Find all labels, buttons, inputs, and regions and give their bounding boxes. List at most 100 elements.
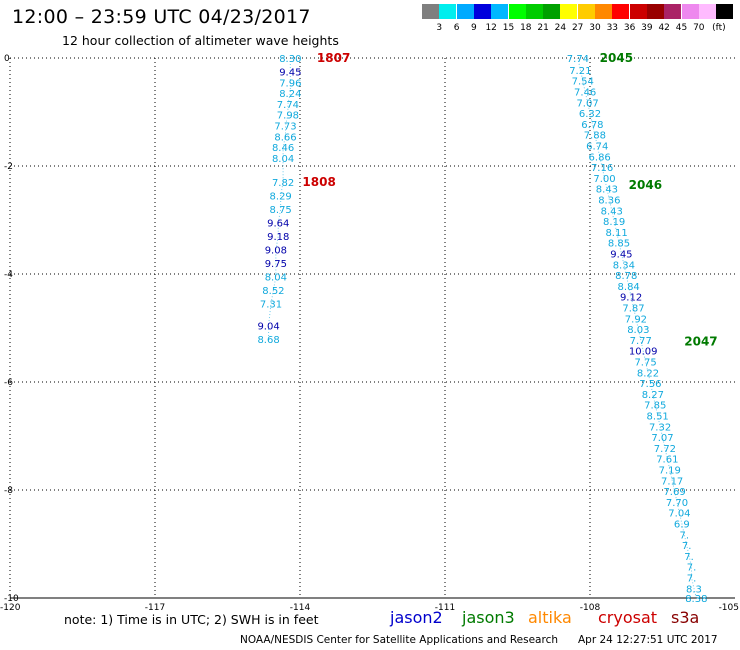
color-swatch [595, 4, 612, 19]
data-label-swh: 7.07 [651, 433, 673, 444]
y-tick-label: -2 [4, 162, 13, 172]
data-label-swh: 8.11 [605, 228, 627, 239]
color-swatch [612, 4, 630, 19]
data-label-swh: 9.64 [267, 219, 289, 230]
data-label-swh: 7.87 [622, 303, 644, 314]
data-label-swh: 7.61 [656, 455, 678, 466]
data-label-swh: 8.36 [598, 195, 620, 206]
color-swatch [456, 4, 474, 19]
color-swatch [577, 4, 595, 19]
data-label-swh: 8.34 [613, 260, 635, 271]
data-label-swh: 7. [687, 573, 697, 584]
color-scale-label: 27 [571, 23, 584, 33]
data-label-swh: 6.74 [586, 141, 608, 152]
data-label-swh: 6.78 [581, 120, 603, 131]
color-swatch [473, 4, 491, 19]
color-swatch [629, 4, 647, 19]
y-tick-label: 0 [4, 54, 10, 64]
data-label-swh: 7.74 [567, 54, 589, 65]
color-scale-label: 9 [471, 23, 477, 33]
data-label-swh: 8.46 [272, 143, 294, 154]
color-swatch [508, 4, 526, 19]
y-tick-label: -6 [4, 378, 13, 388]
legend-jason2: jason2 [390, 608, 443, 627]
chart-subtitle: 12 hour collection of altimeter wave hei… [62, 33, 339, 48]
data-label-swh: 9.04 [257, 321, 279, 332]
data-label-swh: 9.18 [267, 232, 289, 243]
data-label-swh: 7.70 [666, 498, 688, 509]
data-label-swh: 8.27 [642, 390, 664, 401]
data-label-swh: 8.85 [608, 239, 630, 250]
data-label-swh: 7.17 [661, 476, 683, 487]
time-label: 2045 [600, 51, 633, 65]
data-label-swh: 7.92 [625, 314, 647, 325]
data-label-swh: 7.88 [584, 131, 606, 142]
data-label-swh: 8.19 [603, 217, 625, 228]
data-label-swh: 8.52 [262, 286, 284, 297]
color-scale-label: 36 [623, 23, 636, 33]
color-scale-label: 21 [537, 23, 549, 33]
data-label-swh: 7. [682, 541, 692, 552]
footer-credit: NOAA/NESDIS Center for Satellite Applica… [240, 634, 558, 646]
time-label: 1808 [302, 175, 335, 189]
data-label-swh: 6.32 [579, 109, 601, 120]
data-label-swh: 8.51 [647, 411, 669, 422]
color-swatch [439, 4, 457, 19]
data-label-swh: 7.75 [634, 357, 656, 368]
x-tick-label: -117 [145, 603, 165, 613]
color-scale-label: 33 [606, 23, 619, 33]
data-label-swh: 8.43 [601, 206, 623, 217]
data-label-swh: 8.38 [685, 594, 707, 605]
data-label-swh: 8.43 [596, 185, 618, 196]
color-swatch [646, 4, 664, 19]
data-label-swh: 7. [687, 563, 697, 574]
time-label: 1807 [317, 51, 350, 65]
data-label-swh: 8.30 [279, 54, 301, 65]
y-tick-label: -10 [4, 594, 19, 604]
data-label-swh: 7.31 [260, 300, 282, 311]
data-label-swh: 9.08 [265, 246, 287, 257]
data-label-swh: 8.84 [618, 282, 640, 293]
data-label-swh: 8.24 [279, 89, 301, 100]
data-label-swh: 7.04 [668, 509, 690, 520]
data-label-swh: 7.46 [574, 87, 596, 98]
color-scale-label: 6 [453, 23, 460, 33]
data-label-swh: 8.03 [627, 325, 649, 336]
footer-timestamp: Apr 24 12:27:51 UTC 2017 [578, 634, 718, 646]
data-label-swh: 9.12 [620, 293, 642, 304]
data-label-swh: 8.22 [637, 368, 659, 379]
data-label-swh: 6.86 [589, 152, 611, 163]
data-label-swh: 6.9 [674, 519, 690, 530]
data-label-swh: 7.21 [569, 66, 591, 77]
legend-altika: altika [528, 608, 572, 627]
data-label-swh: 7.74 [277, 100, 299, 111]
data-label-swh: 8.75 [270, 205, 292, 216]
data-label-swh: 8.04 [265, 273, 287, 284]
data-label-swh: 8.78 [615, 271, 637, 282]
data-label-swh: 7.85 [644, 401, 666, 412]
data-label-swh: 7.32 [649, 422, 671, 433]
data-label-swh: 7.19 [659, 465, 681, 476]
color-swatch [716, 4, 734, 19]
color-swatch [422, 4, 439, 19]
color-scale-label: 39 [641, 23, 653, 33]
x-tick-label: -105 [719, 603, 739, 613]
units-note: note: 1) Time is in UTC; 2) SWH is in fe… [64, 612, 319, 627]
y-tick-label: -8 [4, 486, 13, 496]
color-swatch [664, 4, 682, 19]
data-label-swh: 7.16 [591, 163, 613, 174]
color-swatch [681, 4, 699, 19]
color-scale-label: 3 [436, 23, 443, 33]
data-label-swh: 7.07 [576, 98, 598, 109]
color-swatch [525, 4, 543, 19]
data-label-swh: 7.72 [654, 444, 676, 455]
data-label-swh: 7.96 [279, 78, 301, 89]
data-label-swh: 7.54 [572, 77, 594, 88]
time-label: 2047 [684, 335, 717, 349]
data-label-swh: 7. [684, 552, 694, 563]
time-label: 2046 [629, 178, 662, 192]
data-label-swh: 7.73 [274, 122, 296, 133]
color-scale-label: 70 [693, 23, 705, 33]
color-scale-label: 30 [589, 23, 601, 33]
x-tick-label: -120 [0, 603, 21, 613]
